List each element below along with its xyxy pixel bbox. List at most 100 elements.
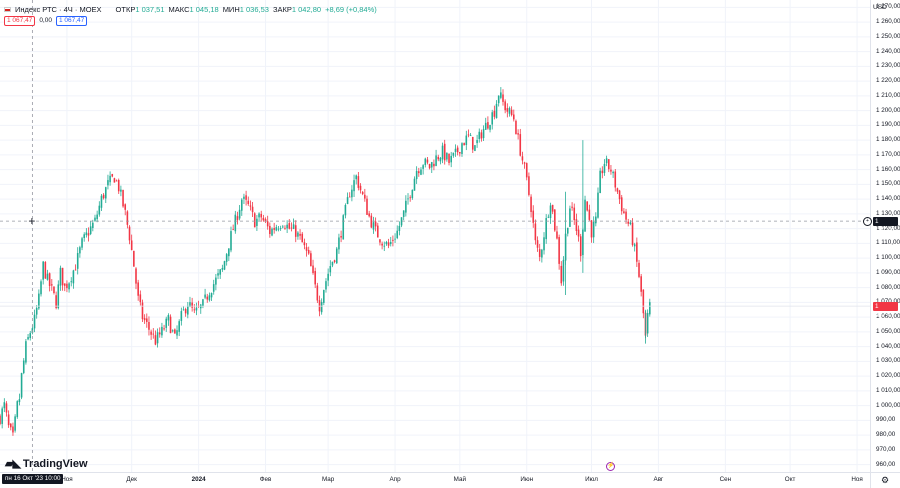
tradingview-logo[interactable]: ▰◣ TradingView — [5, 457, 88, 471]
price-tick-label: 1 150,00 — [876, 180, 900, 188]
price-tick-label: 1 010,00 — [876, 386, 900, 394]
candle-body — [66, 283, 68, 289]
candle-body — [117, 179, 120, 192]
price-tick-label: 1 090,00 — [876, 268, 900, 276]
candle-body — [27, 337, 29, 340]
candle-body — [266, 221, 269, 227]
high-value: 1 045,18 — [189, 4, 219, 14]
candle-body — [81, 238, 83, 248]
candle-body — [411, 189, 414, 199]
candle-body — [560, 265, 563, 284]
candle-body — [478, 131, 481, 139]
candle-body — [649, 302, 651, 315]
candle-body — [273, 228, 275, 230]
candle-body — [525, 163, 528, 178]
candle-body — [480, 132, 483, 139]
candle-body — [94, 217, 96, 221]
candle-body — [187, 305, 189, 315]
chart-legend: Индекс РТС · 4Ч · MOEX ОТКР 1 037,51 МАКС… — [4, 3, 377, 15]
candle-body — [528, 176, 530, 195]
candle-body — [20, 373, 23, 398]
candle-body — [163, 328, 165, 330]
candle-body — [474, 145, 476, 151]
price-tick-label: 1 200,00 — [876, 106, 900, 114]
candle-body — [577, 229, 580, 237]
time-tick-label: Окт — [784, 476, 796, 483]
price-tick-label: 1 220,00 — [876, 77, 900, 85]
candle-body — [357, 176, 360, 188]
candle-body — [128, 226, 131, 241]
sell-pill[interactable]: 1 067,47 — [4, 15, 36, 26]
price-tick-label: 1 060,00 — [876, 313, 900, 320]
candle-body — [413, 178, 416, 191]
candle-body — [137, 282, 139, 296]
candle-body — [215, 277, 217, 285]
currency-label[interactable]: USD — [873, 4, 887, 11]
candle-body — [7, 414, 10, 426]
trade-pills: 1 067,47 0,00 1 067,47 — [4, 15, 88, 26]
candle-body — [202, 299, 204, 307]
candle-body — [638, 262, 640, 277]
candle-body — [579, 236, 582, 257]
candle-body — [383, 245, 386, 247]
buy-pill[interactable]: 1 067,47 — [55, 15, 88, 26]
candle-body — [221, 267, 224, 270]
candle-body — [133, 250, 135, 267]
candle-body — [372, 222, 375, 230]
candle-body — [22, 360, 25, 374]
candle-body — [279, 228, 282, 229]
candle-body — [25, 341, 27, 363]
candle-body — [575, 219, 578, 231]
candle-body — [422, 165, 424, 169]
candle-body — [374, 221, 377, 227]
time-tick-label: Дек — [126, 476, 137, 483]
logo-text: TradingView — [22, 457, 88, 470]
candle-body — [232, 229, 234, 231]
candle-body — [102, 194, 105, 199]
candle-body — [83, 234, 85, 239]
candle-body — [465, 135, 468, 146]
candle-body — [292, 224, 295, 229]
candle-body — [141, 302, 144, 320]
price-tick-label: 1 000,00 — [876, 401, 900, 409]
candle-body — [68, 283, 70, 290]
symbol-title[interactable]: Индекс РТС · 4Ч · MOEX — [15, 4, 102, 14]
candle-body — [430, 162, 433, 168]
candle-body — [96, 214, 98, 220]
candle-body — [189, 302, 191, 307]
candle-body — [282, 226, 284, 228]
candle-body — [590, 220, 593, 238]
close-label: ЗАКР — [272, 4, 292, 14]
flash-icon[interactable]: ⚡ — [606, 462, 615, 471]
candle-body — [426, 159, 429, 163]
candle-body — [456, 147, 459, 153]
candle-body — [521, 156, 524, 161]
candle-body — [225, 254, 228, 262]
candle-body — [310, 253, 312, 267]
candle-body — [284, 227, 286, 229]
candle-body — [368, 213, 370, 217]
candle-body — [471, 136, 474, 150]
candle-body — [467, 134, 470, 136]
candle-body — [230, 231, 232, 251]
candle-body — [495, 103, 498, 119]
candle-body — [61, 267, 64, 286]
candle-body — [169, 316, 172, 334]
candle-body — [33, 314, 36, 329]
candle-body — [12, 426, 14, 433]
candle-body — [491, 112, 494, 125]
candle-body — [245, 195, 247, 200]
price-tick-label: 1 190,00 — [876, 121, 900, 129]
candle-body — [588, 209, 591, 220]
crosshair-icon[interactable]: + — [863, 216, 872, 226]
candle-body — [329, 265, 332, 273]
candle-body — [40, 281, 42, 295]
time-tick-label: Сен — [719, 476, 732, 483]
gear-icon[interactable]: ⚙ — [881, 475, 890, 485]
time-tick-label: Май — [453, 476, 466, 483]
candle-body — [433, 163, 435, 167]
candle-body — [443, 143, 446, 161]
